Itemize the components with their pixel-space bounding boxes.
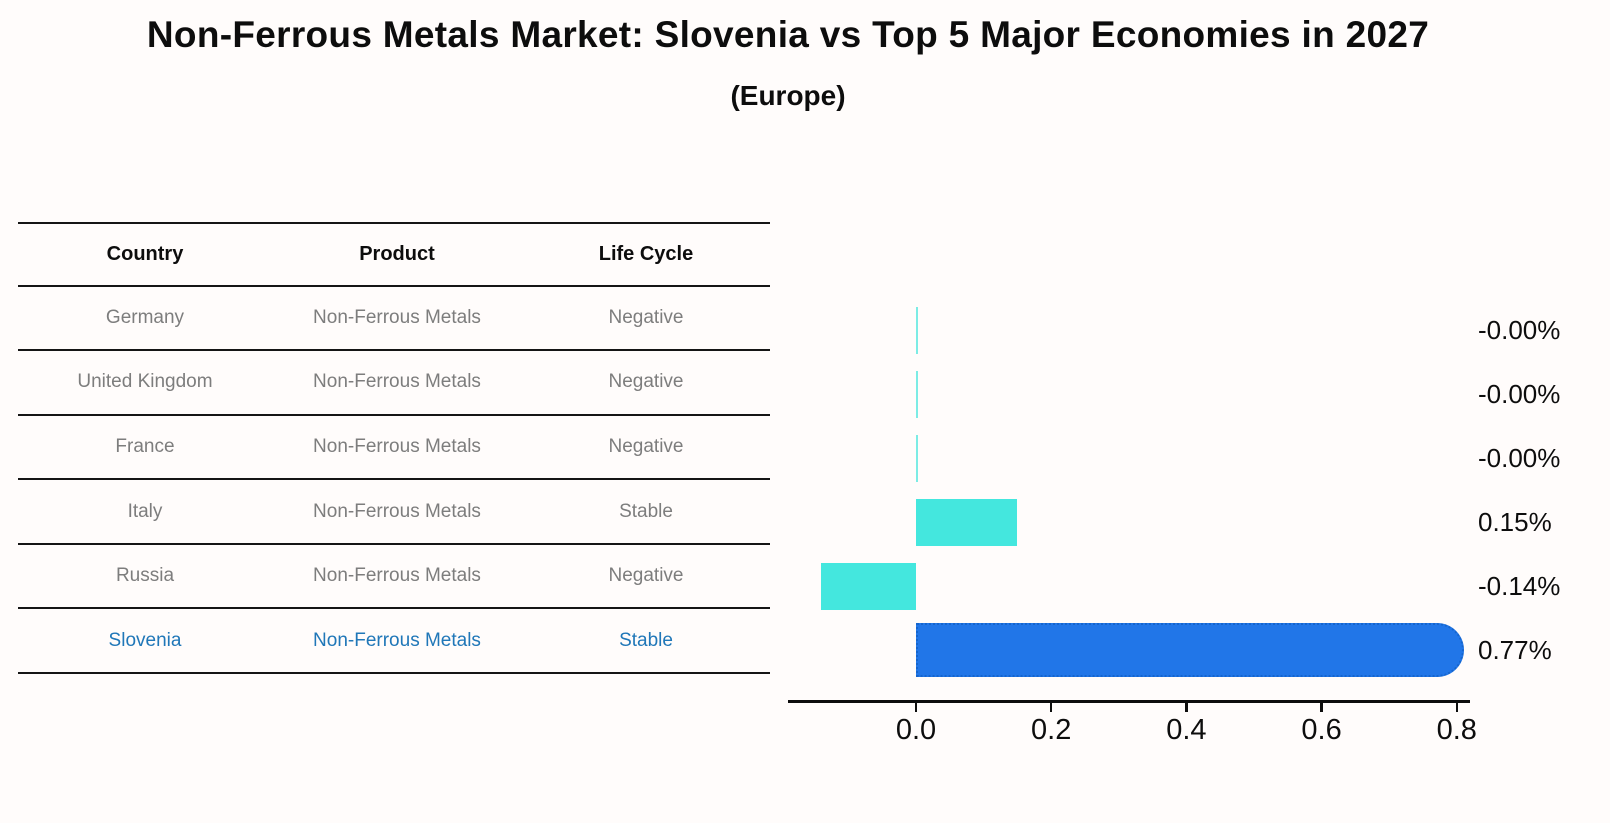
chart-subtitle: (Europe) (730, 80, 846, 111)
cell-product: Non-Ferrous Metals (313, 629, 481, 651)
cell-product: Non-Ferrous Metals (313, 306, 481, 328)
country-table: Country Product Life Cycle Germany Non-F… (18, 222, 770, 675)
value-label-germany: -0.00% (1478, 315, 1561, 345)
cell-product: Non-Ferrous Metals (313, 435, 481, 457)
cell-country: France (115, 435, 175, 457)
table-header-row: Country Product Life Cycle (18, 224, 770, 287)
cell-lifecycle: Stable (619, 500, 673, 522)
cell-lifecycle: Negative (608, 371, 684, 393)
cell-lifecycle: Stable (619, 629, 673, 651)
table-row-slovenia: Slovenia Non-Ferrous Metals Stable (18, 609, 770, 675)
value-label-italy: 0.15% (1478, 507, 1552, 537)
value-label-united-kingdom: -0.00% (1478, 379, 1561, 409)
bar-united-kingdom (916, 370, 918, 418)
table-row-germany: Germany Non-Ferrous Metals Negative (18, 287, 770, 352)
bar-germany (916, 306, 918, 354)
chart-title: Non-Ferrous Metals Market: Slovenia vs T… (146, 14, 1430, 55)
cell-country: Germany (105, 306, 185, 328)
cell-country: Slovenia (108, 629, 182, 651)
x-tick-label-0.2: 0.2 (1031, 714, 1072, 746)
x-tick-label-0.4: 0.4 (1166, 714, 1207, 746)
value-label-france: -0.00% (1478, 443, 1561, 473)
x-tick-0.6 (1320, 702, 1323, 712)
cell-country: Russia (115, 565, 175, 587)
x-axis-line (788, 700, 1470, 703)
table-header-product: Product (359, 242, 435, 265)
bar-russia (821, 562, 916, 610)
table-header-lifecycle: Life Cycle (598, 242, 694, 265)
cell-lifecycle: Negative (608, 565, 684, 587)
bar-slovenia (916, 623, 1464, 677)
cell-product: Non-Ferrous Metals (313, 500, 481, 522)
cell-product: Non-Ferrous Metals (313, 371, 481, 393)
value-label-russia: -0.14% (1478, 571, 1561, 601)
x-tick-0.2 (1049, 702, 1053, 712)
cell-lifecycle: Negative (608, 306, 684, 328)
x-tick-label-0.8: 0.8 (1436, 714, 1477, 746)
cell-country: United Kingdom (77, 371, 213, 393)
table-row-france: France Non-Ferrous Metals Negative (18, 416, 770, 481)
table-row-italy: Italy Non-Ferrous Metals Stable (18, 480, 770, 545)
x-tick-0.8 (1455, 702, 1459, 712)
table-row-united-kingdom: United Kingdom Non-Ferrous Metals Negati… (18, 351, 770, 416)
table-header-country: Country (106, 242, 184, 265)
cell-lifecycle: Negative (608, 435, 684, 457)
table-row-russia: Russia Non-Ferrous Metals Negative (18, 545, 770, 610)
cell-country: Italy (127, 500, 163, 522)
x-tick-label-0.6: 0.6 (1301, 714, 1342, 746)
bar-france (916, 434, 918, 482)
x-tick-0.0 (914, 702, 918, 712)
value-label-slovenia: 0.77% (1478, 635, 1552, 665)
x-tick-label-0.0: 0.0 (895, 714, 937, 746)
x-tick-0.4 (1185, 702, 1188, 712)
bar-italy (916, 498, 1018, 546)
cell-product: Non-Ferrous Metals (313, 565, 481, 587)
